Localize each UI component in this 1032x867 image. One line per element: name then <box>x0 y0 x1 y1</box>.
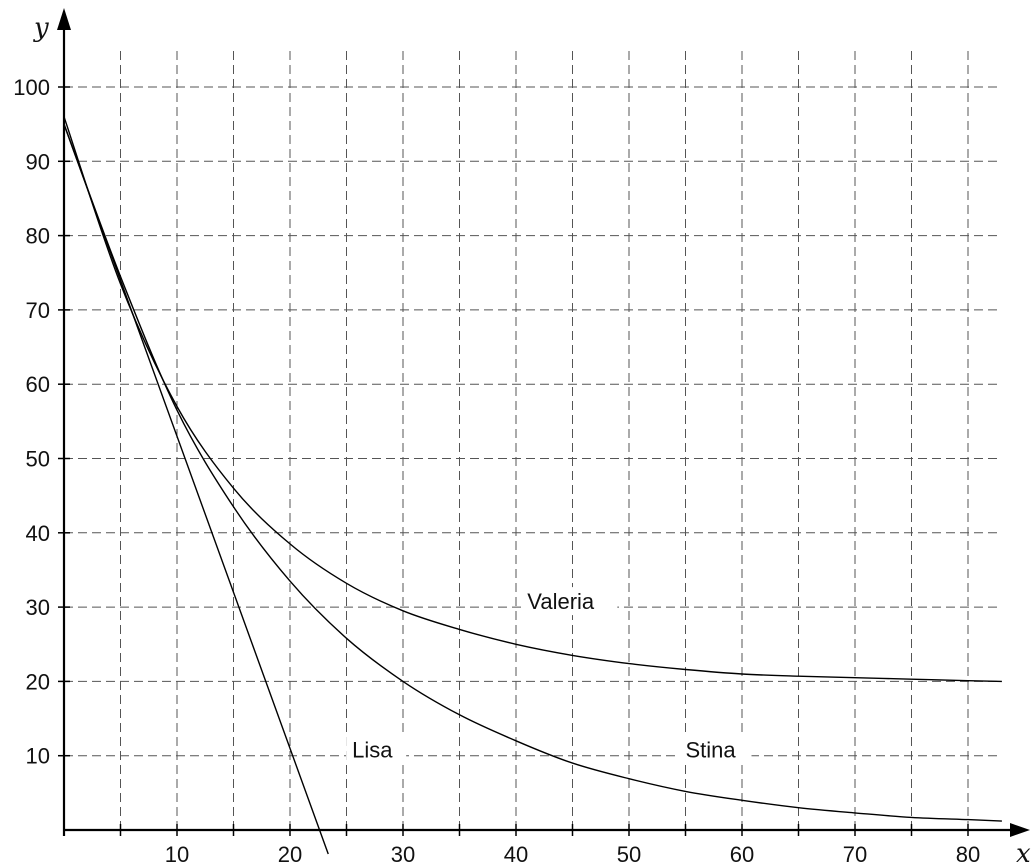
y-tick-label: 90 <box>26 149 50 174</box>
y-tick-label: 10 <box>26 744 50 769</box>
series-label-valeria: Valeria <box>527 589 595 614</box>
y-tick-label: 40 <box>26 521 50 546</box>
series-label-background <box>346 735 407 764</box>
x-tick-label: 20 <box>278 842 302 867</box>
y-axis-label: y <box>33 13 49 43</box>
tick-labels: 10 20 30 40 50 60 70 80 10 20 30 40 50 60 70 80 90 100 x y <box>13 13 1031 867</box>
x-tick-label: 80 <box>956 842 980 867</box>
series-curves <box>63 116 1002 855</box>
x-tick-label: 60 <box>730 842 754 867</box>
x-tick-label: 40 <box>504 842 528 867</box>
y-tick-label: 50 <box>26 447 50 472</box>
x-tick-label: 50 <box>617 842 641 867</box>
axes <box>57 8 1030 837</box>
series-labels: Valeria Lisa Stina <box>346 587 752 764</box>
y-tick-label: 70 <box>26 298 50 323</box>
series-label-lisa: Lisa <box>352 738 393 763</box>
y-tick-label: 80 <box>26 224 50 249</box>
x-axis-arrow-icon <box>1010 823 1030 837</box>
y-tick-label: 100 <box>13 75 50 100</box>
x-axis-label: x <box>1016 839 1031 867</box>
series-label-background <box>521 587 618 616</box>
series-label-stina: Stina <box>686 738 737 763</box>
series-label-background <box>679 735 752 764</box>
y-tick-label: 60 <box>26 372 50 397</box>
x-tick-label: 70 <box>843 842 867 867</box>
y-tick-label: 20 <box>26 669 50 694</box>
x-tick-label: 30 <box>391 842 415 867</box>
y-tick-label: 30 <box>26 595 50 620</box>
y-axis-arrow-icon <box>57 8 71 30</box>
series-line-valeria <box>63 116 1002 683</box>
x-tick-label: 10 <box>165 842 189 867</box>
series-line-stina <box>63 123 1002 822</box>
grid <box>64 50 1000 830</box>
